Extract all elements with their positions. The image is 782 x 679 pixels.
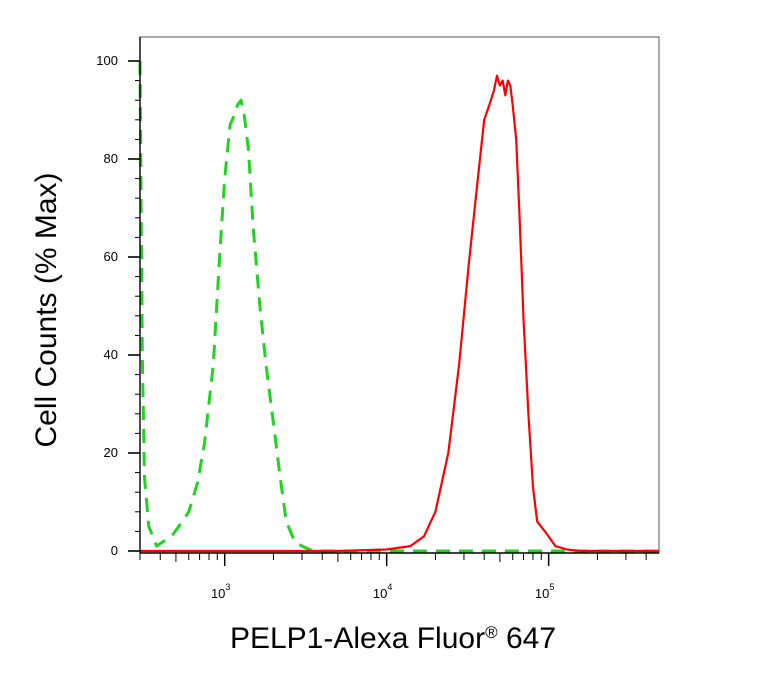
- x-tick-label: 104: [373, 582, 392, 601]
- x-axis-title-tail: 647: [498, 622, 556, 655]
- x-tick-label: 103: [211, 582, 230, 601]
- series-layer: [138, 60, 659, 553]
- y-tick-label: 60: [104, 249, 118, 264]
- x-axis-title-main: PELP1-Alexa Fluor: [230, 622, 485, 655]
- x-axis-title-mark: ®: [485, 623, 498, 642]
- x-tick-label-exponent: 3: [225, 582, 230, 592]
- x-axis-title: PELP1-Alexa Fluor® 647: [230, 622, 556, 655]
- y-axis-title: Cell Counts (% Max): [30, 172, 63, 447]
- y-tick-label: 100: [96, 53, 118, 68]
- y-axis: 0 20 40 60 80 100: [96, 37, 141, 558]
- series-line-solid-red: [140, 74, 659, 553]
- y-tick-label: 40: [104, 347, 118, 362]
- x-tick-label-base: 10: [535, 586, 549, 601]
- series-line-dashed-green: [138, 60, 659, 553]
- y-tick-label: 20: [104, 445, 118, 460]
- x-axis: 103 104 105: [139, 552, 659, 601]
- x-tick-label-base: 10: [211, 586, 225, 601]
- x-tick-label-base: 10: [373, 586, 387, 601]
- x-tick-label-exponent: 4: [387, 582, 392, 592]
- y-tick-label: 0: [111, 543, 118, 558]
- x-tick-label: 105: [535, 582, 554, 601]
- plot-frame: [139, 36, 660, 554]
- x-tick-label-exponent: 5: [549, 582, 554, 592]
- plot-area: [139, 36, 660, 554]
- y-tick-label: 80: [104, 151, 118, 166]
